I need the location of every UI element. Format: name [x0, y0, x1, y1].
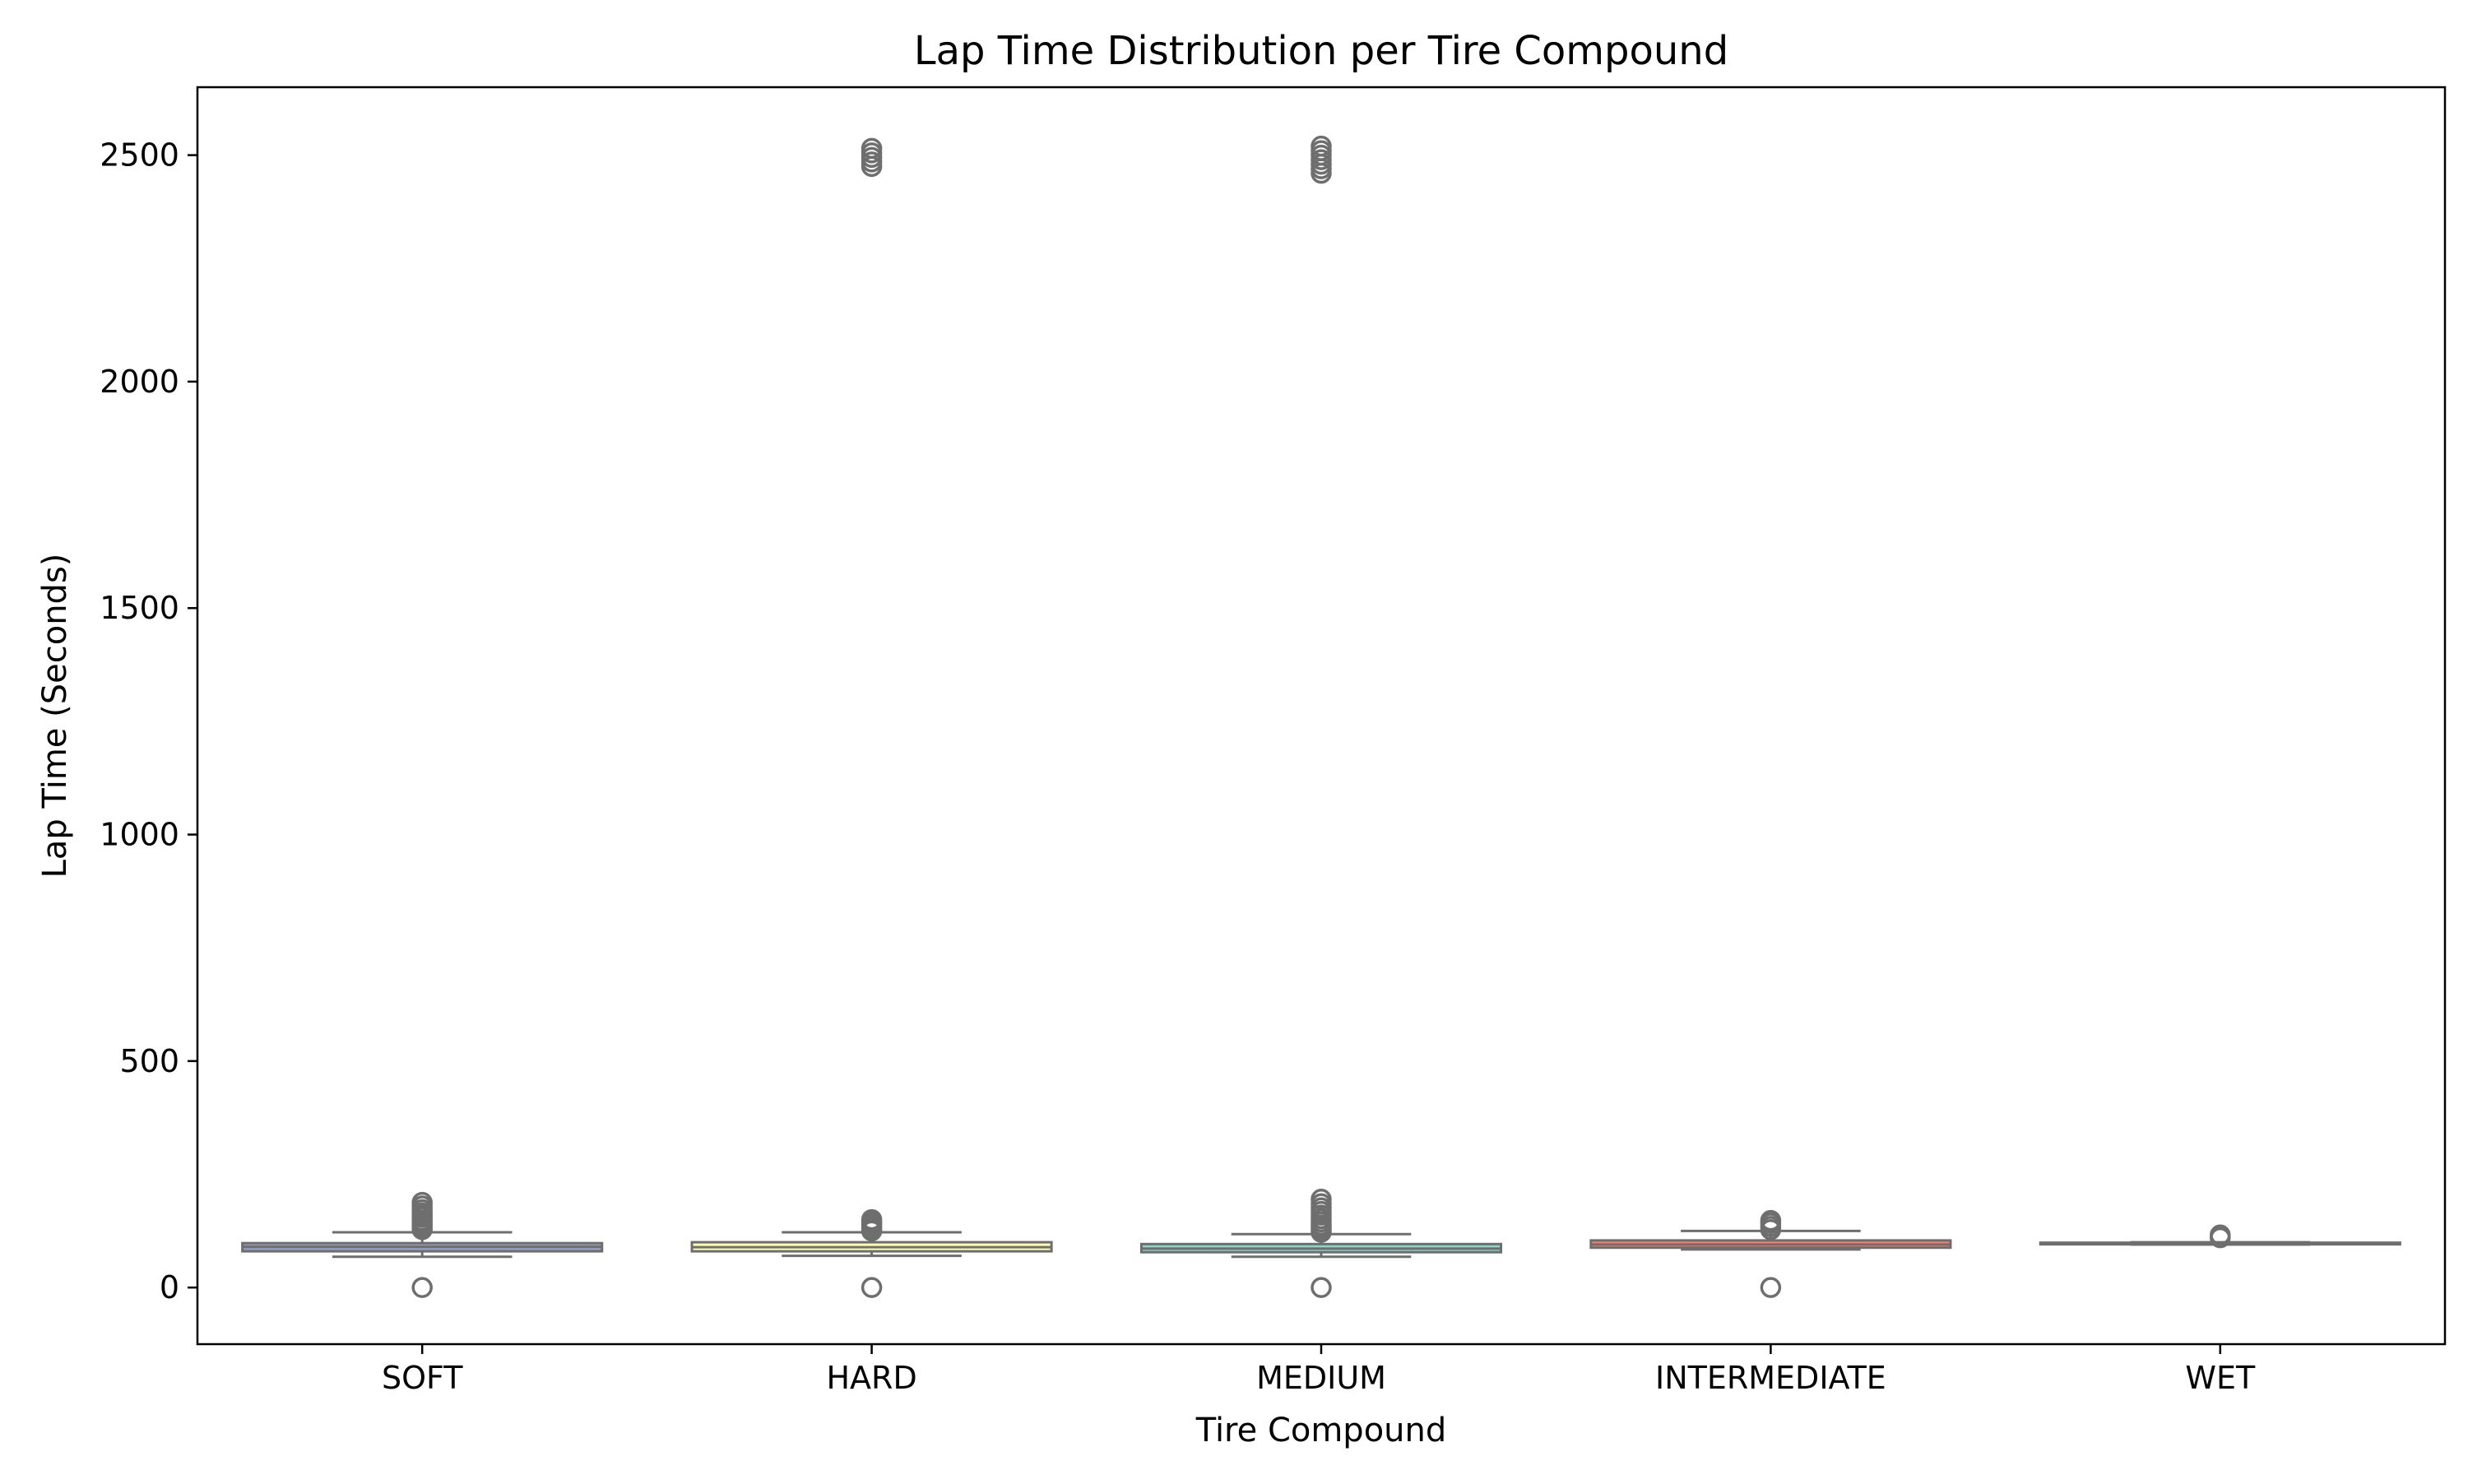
x-axis-label: Tire Compound [1195, 1412, 1447, 1449]
outlier-point [411, 1277, 433, 1298]
x-tick-label: SOFT [382, 1360, 463, 1396]
outlier-point [1760, 1209, 1782, 1231]
outlier-point [1311, 1277, 1332, 1298]
outlier-point [1760, 1277, 1782, 1298]
axis-ticks: 0 500 1000 1500 2000 2500 SOFT HARD MEDIUM INTERM… [100, 137, 2256, 1396]
y-tick-label: 1500 [100, 590, 179, 626]
chart-title: Lap Time Distribution per Tire Compound [914, 28, 1728, 74]
y-tick-label: 1000 [100, 817, 179, 853]
outlier-point [861, 1277, 883, 1298]
x-tick-label: MEDIUM [1256, 1360, 1386, 1396]
outlier-point [1311, 1189, 1332, 1210]
x-tick-label: WET [2185, 1360, 2256, 1396]
plot-frame [196, 86, 2447, 1346]
y-tick-label: 0 [160, 1269, 179, 1305]
box-group-hard [690, 137, 1053, 1298]
outlier-point [861, 1208, 883, 1231]
box-group-intermediate [1589, 1209, 1952, 1298]
outlier-point [1311, 135, 1332, 157]
y-tick-label: 2500 [100, 137, 179, 174]
y-tick-label: 500 [119, 1043, 179, 1079]
box-group-soft [241, 1191, 604, 1298]
x-tick-label: HARD [826, 1360, 916, 1396]
outlier-point [411, 1191, 433, 1213]
box-group-wet [2039, 1224, 2401, 1249]
outlier-point [2210, 1224, 2231, 1246]
box-group-medium [1139, 135, 1503, 1298]
x-tick-label: INTERMEDIATE [1655, 1360, 1886, 1396]
y-axis-label: Lap Time (Seconds) [36, 554, 74, 879]
boxes-layer [241, 135, 2401, 1298]
outlier-point [861, 137, 883, 160]
y-tick-label: 2000 [100, 364, 179, 400]
